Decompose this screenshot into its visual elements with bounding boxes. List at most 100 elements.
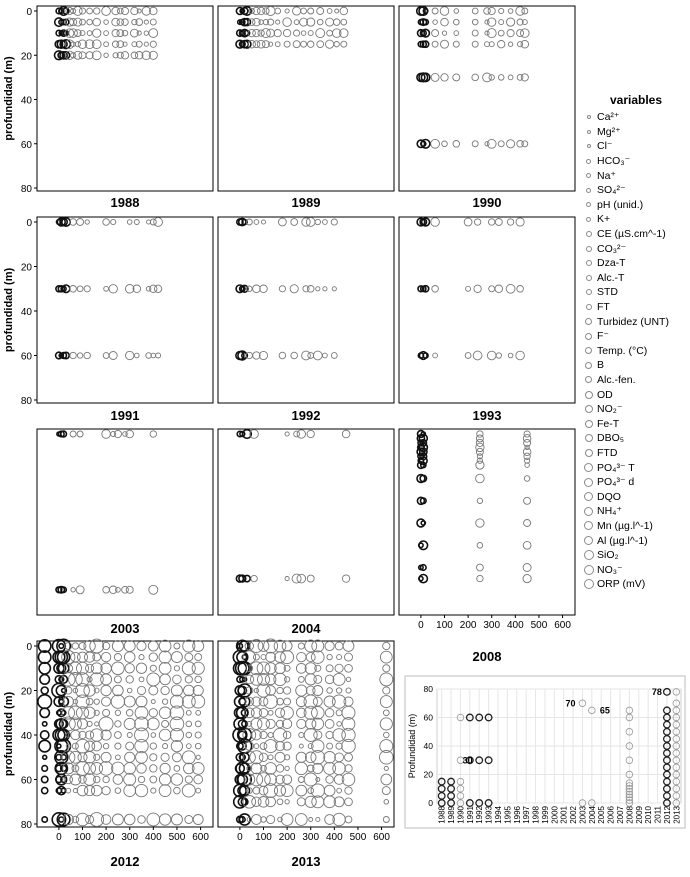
data-point xyxy=(300,7,307,15)
data-point xyxy=(506,29,515,38)
data-point xyxy=(497,140,505,148)
data-point xyxy=(238,813,251,826)
data-point xyxy=(126,219,133,225)
data-point xyxy=(380,773,393,786)
data-point xyxy=(311,717,325,731)
legend-marker-icon xyxy=(584,463,593,473)
data-point xyxy=(91,740,102,752)
data-point xyxy=(98,761,114,776)
data-point xyxy=(169,716,185,732)
data-point xyxy=(523,452,531,460)
data-point xyxy=(332,728,346,742)
data-point xyxy=(141,6,151,16)
data-point xyxy=(141,50,152,61)
data-point xyxy=(335,742,343,750)
data-point xyxy=(486,138,497,149)
y-tick-label: 0 xyxy=(26,642,32,653)
legend-item: Ca²⁺ xyxy=(584,110,688,125)
inset-data-point xyxy=(465,713,474,722)
legend-item: NH₄⁺ xyxy=(584,504,688,519)
data-point xyxy=(284,8,290,14)
data-point xyxy=(312,762,324,774)
data-point xyxy=(276,798,284,806)
data-point xyxy=(250,673,263,686)
data-point xyxy=(488,41,495,48)
data-point xyxy=(116,18,125,26)
data-point xyxy=(62,762,75,775)
chart-panel-1988: 0 20 40 60 80 profundidad (m) 1988 xyxy=(3,5,214,210)
data-point xyxy=(306,429,315,439)
data-point xyxy=(75,694,90,709)
data-point xyxy=(265,651,276,663)
data-point xyxy=(58,642,65,650)
data-point xyxy=(64,686,73,695)
data-point xyxy=(244,696,255,707)
inset-x-tick-label: 2011 xyxy=(654,805,663,823)
data-point xyxy=(303,772,318,787)
inset-y-tick-label: 0 xyxy=(428,798,433,808)
data-point xyxy=(246,721,253,727)
data-point xyxy=(274,7,282,15)
panel-title: 2003 xyxy=(111,621,140,636)
data-point xyxy=(274,741,286,752)
data-point xyxy=(61,706,76,720)
data-point xyxy=(419,497,427,505)
data-point xyxy=(416,28,426,38)
data-point xyxy=(379,750,394,765)
data-point xyxy=(242,795,257,809)
data-point xyxy=(53,50,65,61)
data-point xyxy=(252,351,261,360)
data-point xyxy=(149,18,157,26)
data-point xyxy=(125,585,134,594)
data-point xyxy=(110,431,117,437)
data-point xyxy=(494,284,504,294)
inset-data-point xyxy=(625,793,634,801)
data-point xyxy=(241,351,249,360)
data-point xyxy=(476,457,484,464)
legend-items: Ca²⁺ Mg²⁺ Cl⁻ HCO₃⁻ Na⁺ SO₄²⁻ pH (unid.) K+ CE (… xyxy=(583,110,688,592)
data-point xyxy=(101,641,111,651)
data-point xyxy=(282,28,292,38)
data-point xyxy=(432,19,438,25)
data-point xyxy=(69,430,77,438)
x-tick-label: 300 xyxy=(302,832,319,843)
legend-item-label: Alc.-fen. xyxy=(597,373,636,386)
data-point xyxy=(100,651,112,663)
data-point xyxy=(170,684,183,697)
data-point xyxy=(265,796,276,808)
chart-panel-2012: 0 20 40 60 80 profundidad (m) 0 100 200 300 400 500… xyxy=(3,638,214,869)
inset-data-point xyxy=(625,713,634,722)
data-point xyxy=(258,696,269,707)
panel-title: 2008 xyxy=(473,649,502,664)
data-point xyxy=(181,661,196,676)
data-point xyxy=(162,743,169,750)
data-point xyxy=(245,218,253,226)
data-point xyxy=(516,74,524,81)
data-point xyxy=(334,8,340,14)
legend-item: Mg²⁺ xyxy=(584,125,688,140)
data-point xyxy=(484,19,490,25)
x-tick-label: 0 xyxy=(237,832,243,843)
data-point xyxy=(86,18,93,26)
legend-item: OD xyxy=(584,387,688,402)
data-point xyxy=(506,139,516,149)
data-point xyxy=(111,639,124,653)
data-point xyxy=(171,752,182,763)
data-point xyxy=(148,50,158,60)
data-point xyxy=(53,749,69,765)
panel-title: 1988 xyxy=(111,195,140,210)
legend-marker-icon xyxy=(583,564,594,575)
data-point xyxy=(243,707,255,719)
inset-data-point xyxy=(672,770,681,779)
data-point xyxy=(86,30,93,36)
data-point xyxy=(475,438,484,447)
legend-item-label: PO₄³⁻ T xyxy=(597,461,635,474)
data-point xyxy=(313,674,323,684)
data-point xyxy=(73,17,83,27)
legend-item-label: Cl⁻ xyxy=(597,140,613,153)
data-point xyxy=(85,730,95,740)
inset-data-point xyxy=(625,787,634,796)
data-point xyxy=(114,709,122,716)
data-point xyxy=(247,28,256,38)
x-tick-label: 100 xyxy=(255,832,272,843)
